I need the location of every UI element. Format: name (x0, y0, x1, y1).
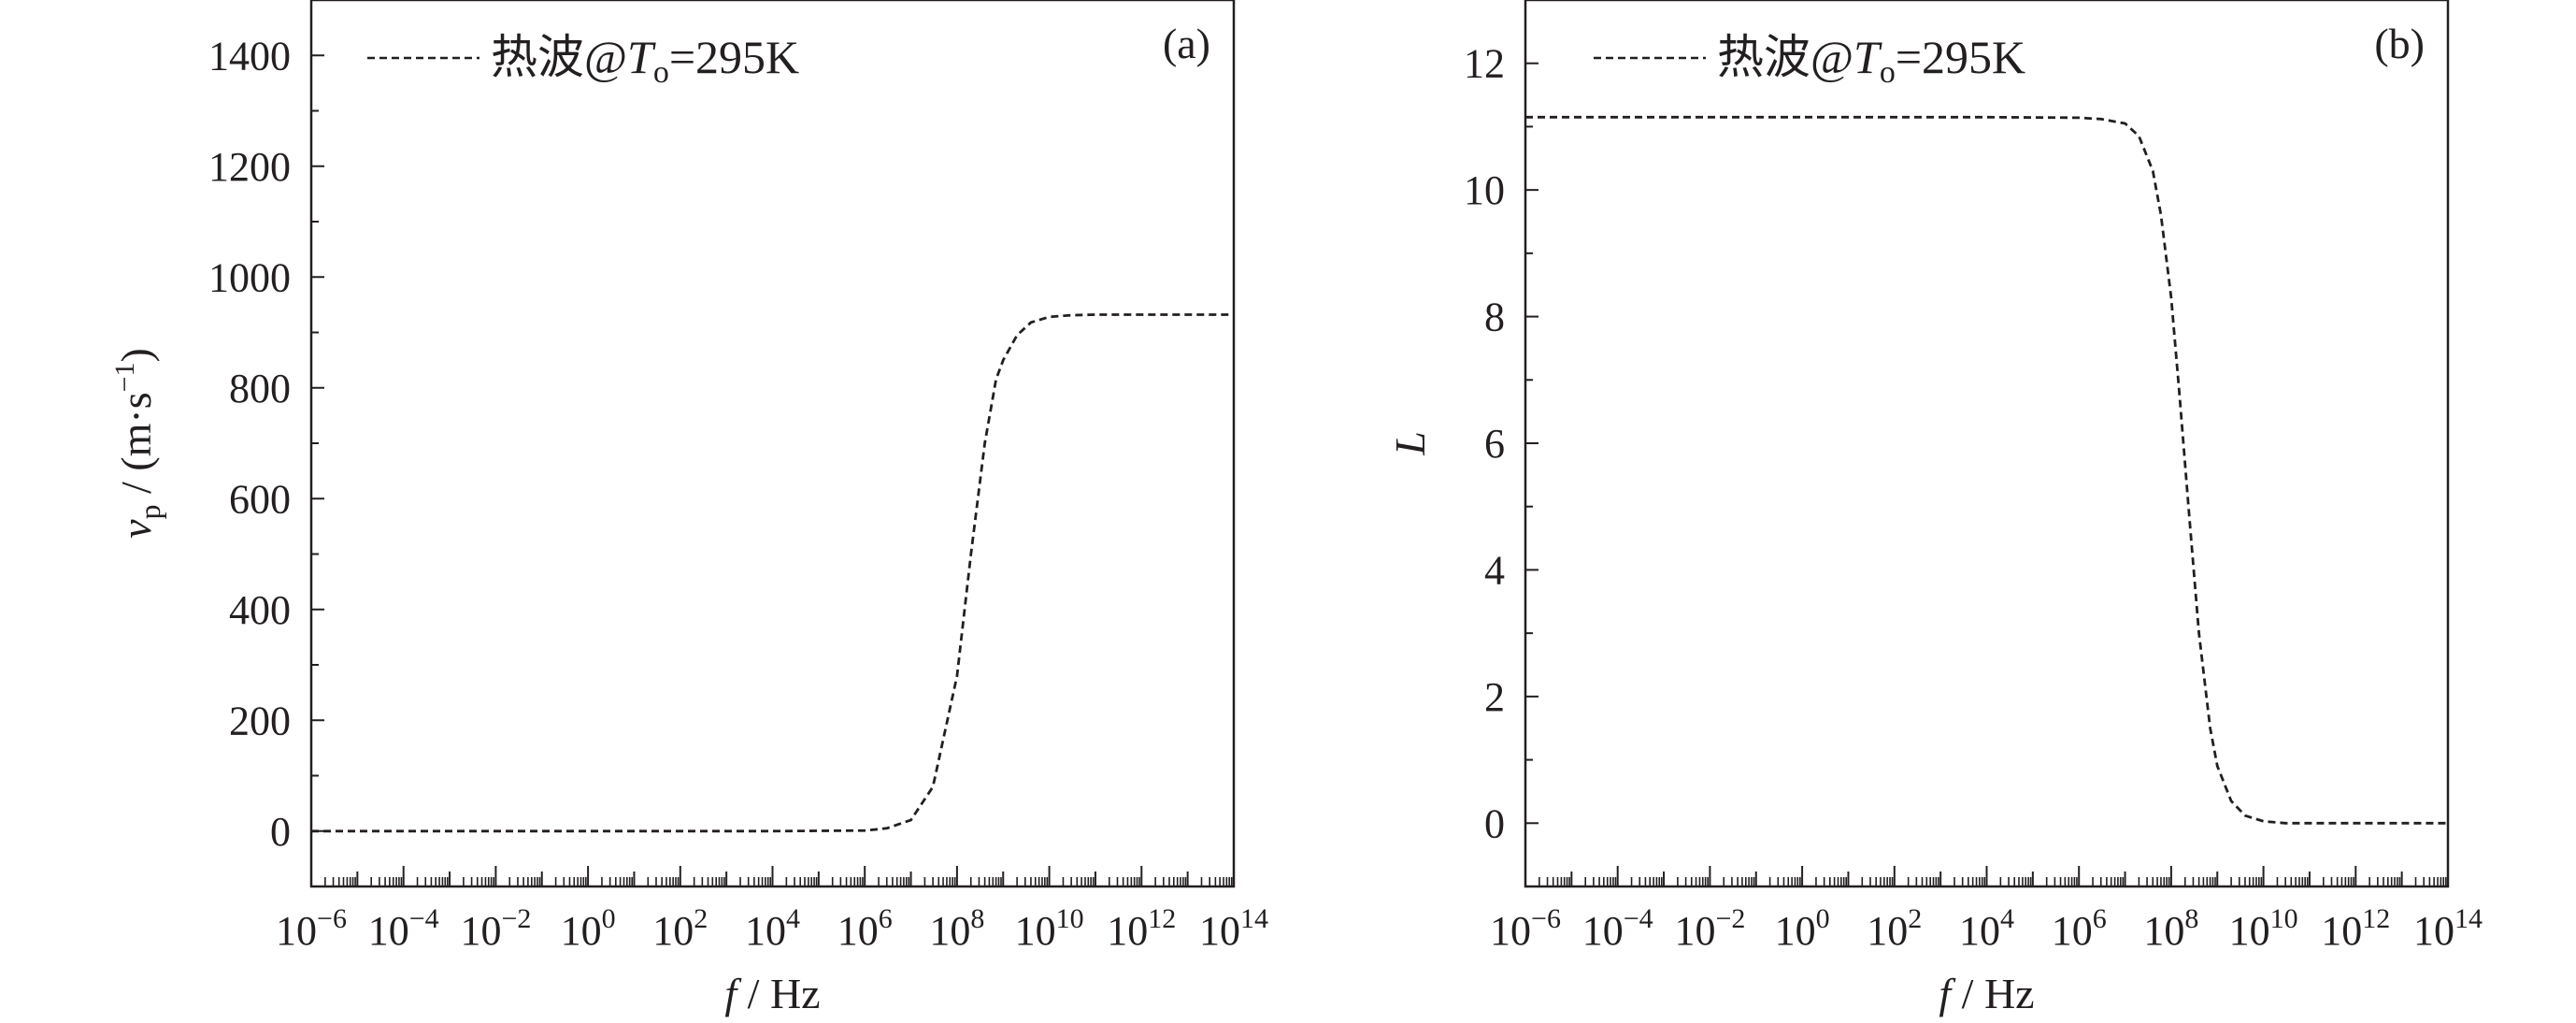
legend: 热波@To=295K (1594, 31, 2025, 90)
x-tick-label: 1014 (2413, 903, 2483, 954)
y-tick-label: 400 (229, 587, 291, 633)
y-tick-label: 1000 (208, 254, 291, 300)
y-tick-label: 600 (229, 476, 291, 522)
plot-frame (1524, 0, 2450, 888)
y-tick-label: 12 (1464, 41, 1505, 87)
y-axis-label: L (1386, 431, 1434, 456)
x-tick-label: 106 (837, 903, 893, 954)
x-tick-label: 10−4 (1582, 903, 1653, 954)
x-tick-label: 10−6 (1490, 903, 1561, 954)
x-axis-label: f / Hz (724, 970, 820, 1017)
y-tick-label: 1400 (208, 33, 291, 79)
plot-frame (309, 0, 1236, 888)
legend-label: 热波@To=295K (1717, 31, 2025, 90)
y-tick-label: 800 (229, 366, 291, 411)
x-tick-label: 1012 (2321, 903, 2390, 954)
y-tick-label: 4 (1484, 547, 1505, 593)
x-tick-label: 10−6 (276, 903, 347, 954)
y-tick-label: 200 (229, 698, 291, 743)
chart-panel-a: 0 200 400 600 800 1000 1200 1400 10−6 10−4 10−2 100… (109, 0, 1268, 1017)
y-tick-label: 8 (1484, 295, 1505, 340)
x-tick-label: 1014 (1199, 903, 1268, 954)
y-tick-label: 1200 (208, 144, 291, 190)
x-tick-label: 102 (1867, 903, 1922, 954)
y-tick-label: 0 (270, 809, 291, 855)
x-tick-label: 1012 (1107, 903, 1176, 954)
x-tick-label: 10−2 (460, 903, 531, 954)
y-tick-label: 10 (1464, 167, 1505, 213)
x-axis-label: f / Hz (1939, 970, 2034, 1017)
x-tick-label: 102 (652, 903, 708, 954)
x-tick-label: 108 (929, 903, 984, 954)
series-line-0 (311, 313, 1234, 833)
y-tick-label: 6 (1484, 421, 1505, 467)
panel-label: (b) (2374, 20, 2425, 67)
x-tick-label: 100 (1775, 903, 1830, 954)
series-line-0 (1525, 115, 2448, 825)
x-tick-label: 106 (2052, 903, 2107, 954)
x-tick-label: 1010 (1015, 903, 1084, 954)
x-tick-label: 108 (2143, 903, 2198, 954)
y-tick-label: 2 (1484, 674, 1505, 720)
panel-label: (a) (1163, 20, 1210, 67)
x-tick-label: 1010 (2229, 903, 2298, 954)
legend: 热波@To=295K (367, 31, 799, 90)
x-tick-label: 104 (745, 903, 800, 954)
x-tick-label: 100 (561, 903, 616, 954)
x-tick-label: 104 (1959, 903, 2014, 954)
x-tick-label: 10−4 (368, 903, 439, 954)
legend-label: 热波@To=295K (491, 31, 799, 90)
x-tick-label: 10−2 (1674, 903, 1745, 954)
y-axis-label: vp / (m·s−1) (109, 348, 166, 539)
y-tick-label: 0 (1484, 800, 1505, 846)
